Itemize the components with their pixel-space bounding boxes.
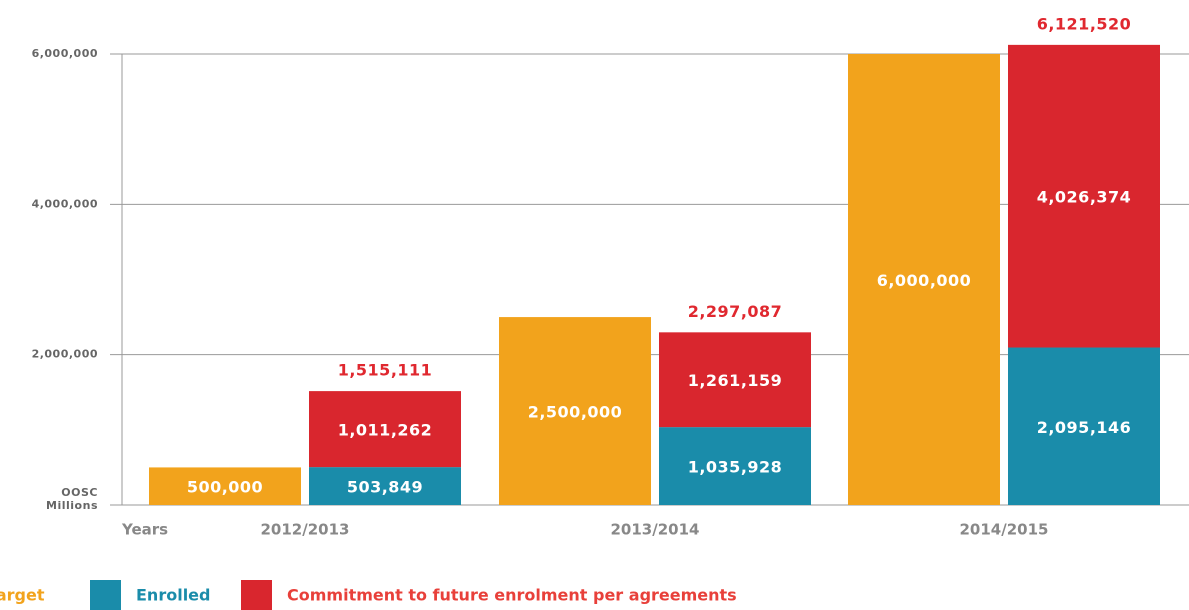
- y-tick-label: 2,000,000: [32, 348, 98, 361]
- bar: [1008, 347, 1160, 505]
- bar: [149, 467, 301, 505]
- bar: [659, 332, 811, 428]
- bar-label: 1,011,262: [338, 421, 433, 440]
- legend-swatch: [90, 580, 121, 610]
- bar: [848, 54, 1000, 505]
- legend-label: Target: [0, 586, 45, 605]
- bar: [1008, 44, 1160, 348]
- y-tick-label: 6,000,000: [32, 47, 98, 60]
- bar-label: 1,261,159: [688, 371, 783, 390]
- total-label: 1,515,111: [338, 361, 433, 380]
- x-tick-label: 2013/2014: [611, 521, 700, 539]
- bar-label: 1,035,928: [688, 458, 783, 477]
- x-axis-label: Years: [121, 521, 168, 539]
- x-tick-label: 2014/2015: [960, 521, 1049, 539]
- bar: [659, 427, 811, 505]
- bar-label: 503,849: [347, 478, 423, 497]
- total-label: 6,121,520: [1037, 14, 1132, 33]
- legend-label: Commitment to future enrolment per agree…: [287, 586, 737, 605]
- bar-label: 500,000: [187, 478, 263, 497]
- y-tick-label: 4,000,000: [32, 197, 98, 210]
- bar-label: 2,500,000: [528, 403, 623, 422]
- bar: [499, 317, 651, 505]
- x-tick-label: 2012/2013: [261, 521, 350, 539]
- legend-label: Enrolled: [136, 586, 210, 605]
- total-label: 2,297,087: [688, 302, 783, 321]
- bar: [309, 467, 461, 505]
- bar-label: 6,000,000: [877, 271, 972, 290]
- bar-label: 4,026,374: [1037, 188, 1132, 207]
- legend-swatch: [241, 580, 272, 610]
- bar: [309, 391, 461, 468]
- y-axis-label: Millions: [46, 499, 98, 512]
- bar-label: 2,095,146: [1037, 418, 1132, 437]
- y-axis-label: OOSC: [61, 486, 98, 499]
